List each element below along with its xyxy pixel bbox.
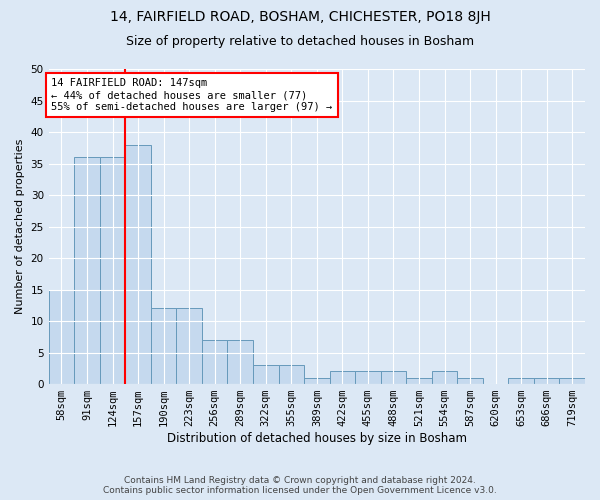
Bar — [380, 372, 406, 384]
Text: Size of property relative to detached houses in Bosham: Size of property relative to detached ho… — [126, 35, 474, 48]
Bar — [508, 378, 534, 384]
Bar — [227, 340, 253, 384]
Bar — [176, 308, 202, 384]
Text: 14 FAIRFIELD ROAD: 147sqm
← 44% of detached houses are smaller (77)
55% of semi-: 14 FAIRFIELD ROAD: 147sqm ← 44% of detac… — [52, 78, 332, 112]
Bar — [355, 372, 380, 384]
Bar — [329, 372, 355, 384]
Bar — [432, 372, 457, 384]
Text: 14, FAIRFIELD ROAD, BOSHAM, CHICHESTER, PO18 8JH: 14, FAIRFIELD ROAD, BOSHAM, CHICHESTER, … — [110, 10, 490, 24]
Bar — [151, 308, 176, 384]
Bar — [559, 378, 585, 384]
Bar — [457, 378, 483, 384]
Bar — [202, 340, 227, 384]
X-axis label: Distribution of detached houses by size in Bosham: Distribution of detached houses by size … — [167, 432, 467, 445]
Bar — [406, 378, 432, 384]
Bar — [125, 144, 151, 384]
Text: Contains HM Land Registry data © Crown copyright and database right 2024.
Contai: Contains HM Land Registry data © Crown c… — [103, 476, 497, 495]
Y-axis label: Number of detached properties: Number of detached properties — [15, 139, 25, 314]
Bar — [253, 365, 278, 384]
Bar — [100, 157, 125, 384]
Bar — [278, 365, 304, 384]
Bar — [49, 290, 74, 384]
Bar — [304, 378, 329, 384]
Bar — [74, 157, 100, 384]
Bar — [534, 378, 559, 384]
